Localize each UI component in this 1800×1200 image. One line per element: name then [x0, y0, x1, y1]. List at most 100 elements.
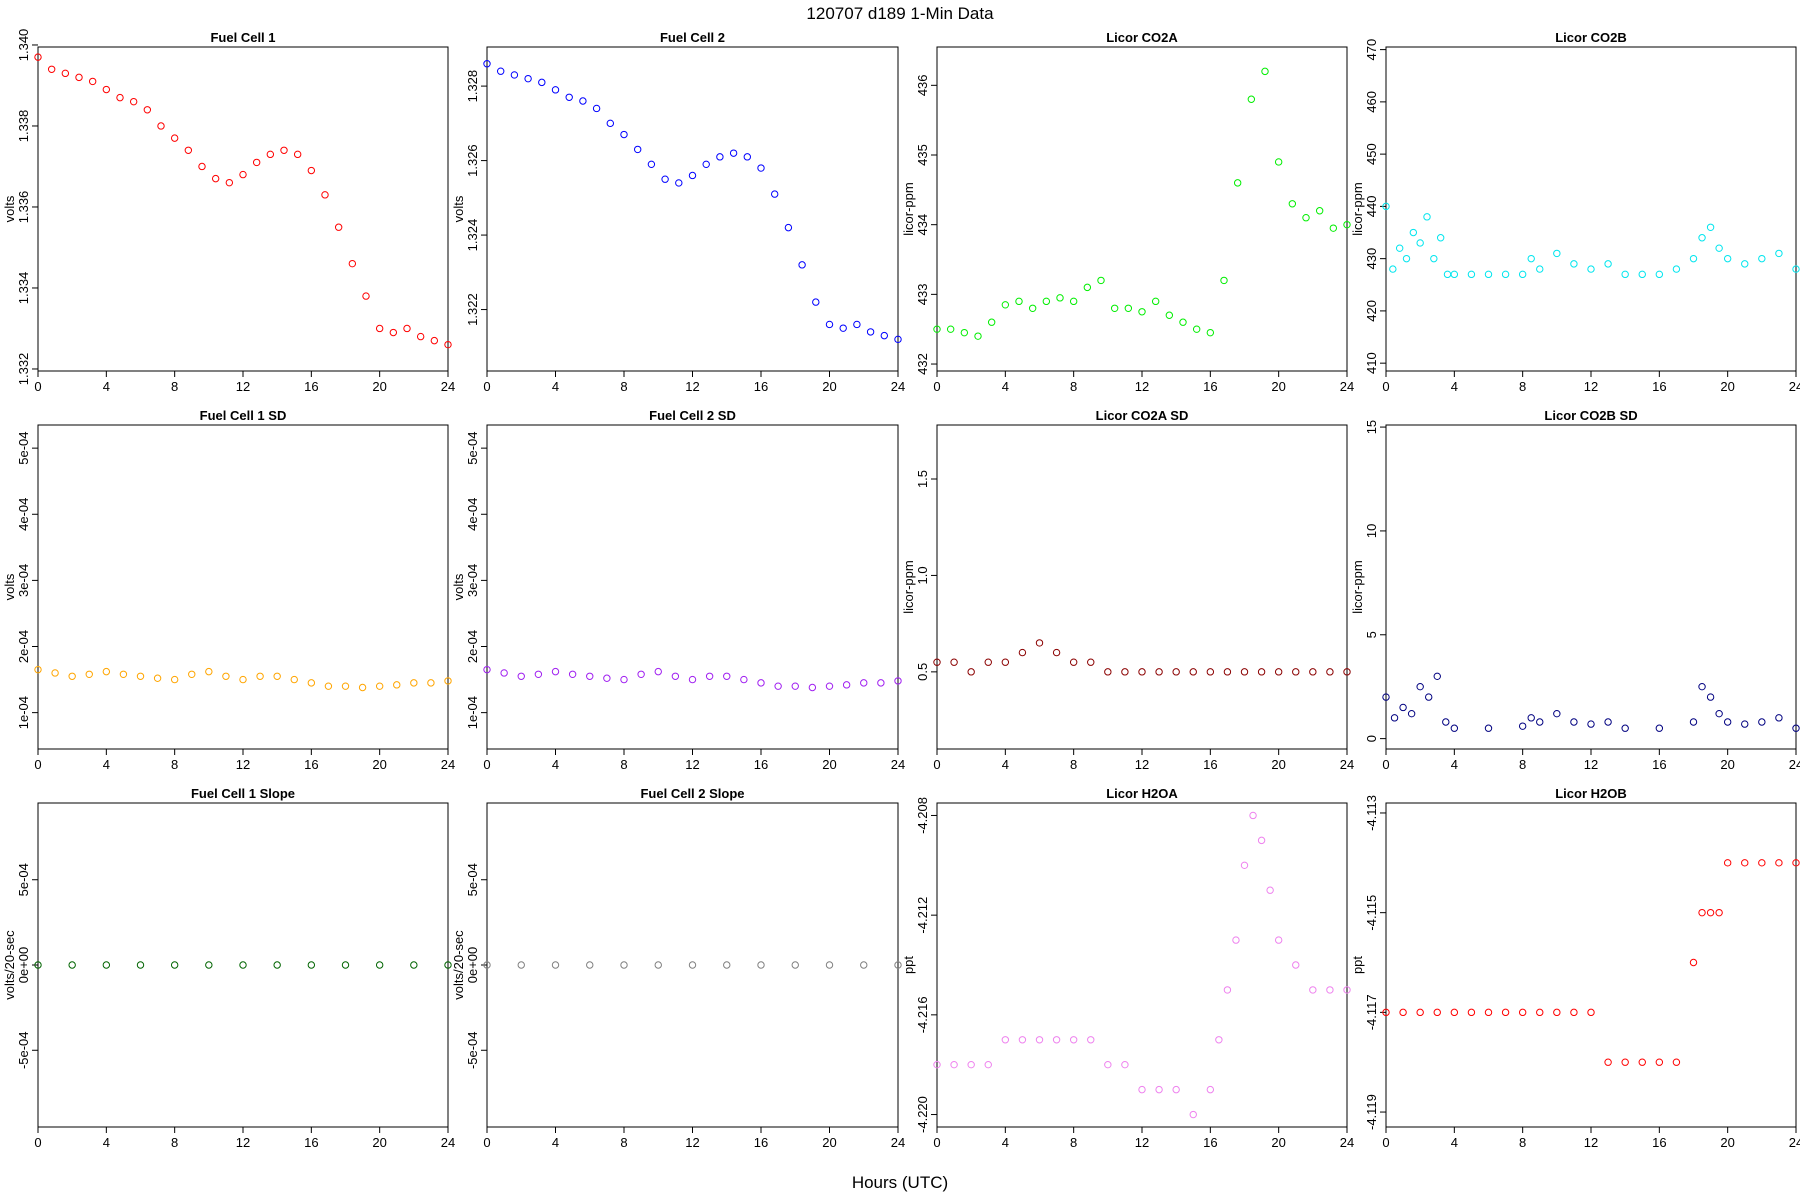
panel-title: Fuel Cell 2 SD — [649, 408, 736, 423]
data-point — [791, 682, 799, 690]
y-tick-label: 1.340 — [16, 29, 31, 62]
data-point — [430, 336, 439, 345]
data-point — [1155, 1085, 1163, 1094]
data-point — [1416, 239, 1424, 247]
data-point — [1223, 668, 1232, 676]
data-point — [170, 675, 179, 684]
data-point — [1220, 276, 1228, 285]
x-tick-label: 20 — [372, 379, 386, 394]
data-point — [290, 675, 298, 684]
x-tick-label: 16 — [1203, 1135, 1217, 1150]
data-point — [184, 146, 193, 154]
data-point — [1715, 244, 1723, 252]
y-tick-label: 0e+00 — [16, 947, 31, 984]
x-tick-label: 12 — [1584, 1135, 1598, 1150]
data-point — [1741, 720, 1749, 728]
data-point — [273, 672, 281, 680]
data-series — [933, 67, 1351, 340]
y-tick-label: 2e-04 — [465, 630, 480, 663]
data-point — [1151, 297, 1160, 306]
data-point — [280, 146, 288, 154]
data-point — [34, 961, 42, 969]
data-point — [1292, 961, 1300, 969]
data-point — [157, 122, 165, 130]
x-tick-label: 0 — [1382, 757, 1389, 772]
x-tick-label: 4 — [552, 757, 559, 772]
data-point — [1715, 908, 1723, 917]
chart-panel-7: Licor CO2A SD licor-ppm 0 4 8 12 16 20 24 0.5 1.0 1… — [901, 408, 1354, 772]
chart-panel-6: Fuel Cell 2 SD volts 0 4 8 12 16 20 24 1e-04 2e-04… — [451, 408, 905, 772]
data-point — [102, 961, 111, 969]
data-point — [1315, 207, 1324, 215]
data-point — [647, 160, 656, 169]
data-point — [1442, 718, 1450, 726]
panel-title: Fuel Cell 2 — [660, 30, 725, 45]
plot-area — [37, 802, 449, 1128]
x-tick-label: 0 — [483, 1135, 490, 1150]
data-point — [102, 667, 111, 676]
data-point — [500, 669, 508, 677]
data-point — [1223, 986, 1232, 994]
global-x-axis-label: Hours (UTC) — [852, 1173, 948, 1192]
y-tick-label: 5e-04 — [16, 863, 31, 896]
x-tick-label: 16 — [754, 757, 768, 772]
plot-area — [936, 802, 1348, 1128]
x-tick-label: 16 — [304, 1135, 318, 1150]
data-point — [1052, 648, 1061, 657]
data-point — [1518, 722, 1527, 730]
data-point — [634, 145, 642, 154]
data-point — [129, 97, 138, 106]
data-point — [1087, 1036, 1095, 1044]
data-point — [375, 682, 384, 690]
chart-panel-11: Licor H2OA ppt 0 4 8 12 16 20 24 -4.220 -4.216 -4.2… — [901, 786, 1354, 1150]
data-point — [1706, 223, 1715, 231]
data-point — [1689, 718, 1698, 726]
data-point — [1553, 1008, 1561, 1017]
chart-panel-3: Licor CO2A licor-ppm 0 4 8 12 16 20 24 432 433 434 4… — [901, 30, 1354, 394]
data-point — [341, 961, 350, 969]
x-tick-label: 8 — [1070, 379, 1077, 394]
data-point — [1672, 265, 1681, 273]
data-point — [1215, 1036, 1223, 1044]
x-tick-label: 0 — [933, 379, 940, 394]
y-axis-label: ppt — [901, 956, 916, 974]
data-point — [348, 259, 357, 268]
plot-area — [1385, 46, 1797, 372]
data-point — [565, 93, 573, 101]
data-point — [950, 1060, 958, 1069]
data-series — [483, 60, 902, 344]
data-point — [825, 961, 834, 969]
x-tick-label: 8 — [171, 1135, 178, 1150]
y-axis-label: volts — [451, 195, 466, 222]
y-tick-label: 440 — [1364, 196, 1379, 218]
y-tick-label: 1.332 — [16, 353, 31, 386]
data-point — [866, 328, 875, 336]
x-tick-label: 12 — [685, 379, 699, 394]
data-point — [1035, 639, 1044, 647]
data-point — [88, 77, 97, 86]
data-point — [1097, 276, 1105, 285]
x-tick-label: 16 — [1203, 379, 1217, 394]
data-point — [1382, 202, 1390, 211]
data-point — [1206, 328, 1215, 337]
data-point — [688, 171, 697, 180]
data-point — [1638, 1058, 1646, 1066]
x-tick-label: 8 — [1070, 1135, 1077, 1150]
x-tick-label: 12 — [236, 379, 250, 394]
data-point — [375, 324, 384, 333]
data-point — [510, 71, 519, 79]
data-point — [34, 53, 42, 61]
data-point — [61, 69, 70, 78]
data-point — [1792, 724, 1800, 732]
plot-area — [936, 424, 1348, 750]
y-axis-label: ppt — [1350, 956, 1365, 974]
data-point — [1292, 668, 1300, 676]
x-tick-label: 20 — [1720, 379, 1734, 394]
x-tick-label: 4 — [103, 757, 110, 772]
data-point — [606, 119, 614, 128]
y-tick-label: 1.336 — [16, 191, 31, 224]
chart-panel-5: Fuel Cell 1 SD volts 0 4 8 12 16 20 24 1e-04 2e-04… — [2, 408, 455, 772]
data-point — [1604, 718, 1612, 726]
data-point — [1570, 260, 1578, 268]
y-tick-label: -4.117 — [1364, 994, 1379, 1030]
